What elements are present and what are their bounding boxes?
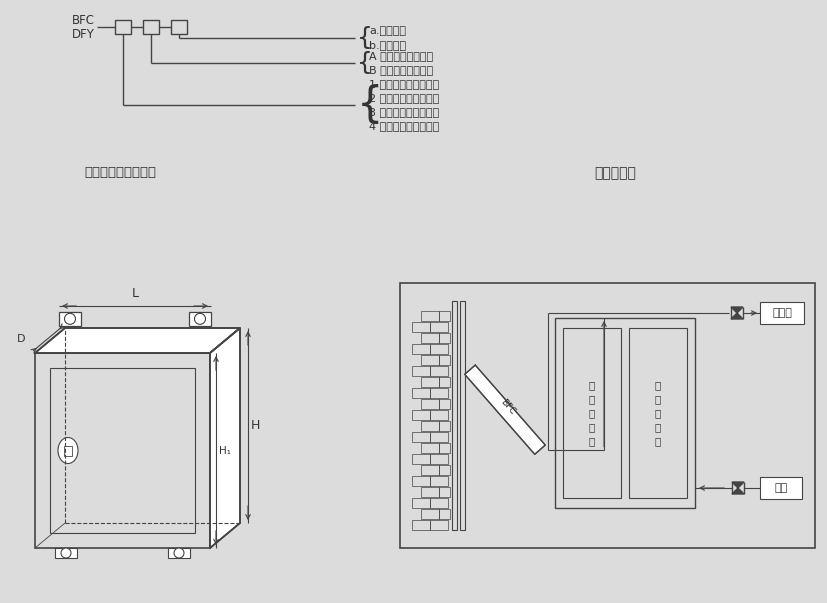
Bar [421,508,439,519]
Bar [412,497,430,508]
Text: a.进口器件: a.进口器件 [369,26,406,36]
Polygon shape [732,488,744,494]
Bar [439,443,450,453]
Bar [563,328,621,498]
Bar [143,20,159,34]
Bar [439,376,450,387]
Text: B 箱体为冷轧板材质: B 箱体为冷轧板材质 [369,65,433,75]
Text: A 箱体为不锈钢材质: A 箱体为不锈钢材质 [369,51,433,61]
Bar [59,312,81,326]
Text: L: L [131,287,138,300]
Bar [439,487,450,497]
Bar [555,318,695,508]
Bar [421,487,439,497]
Bar [760,477,802,499]
Text: 4 供四个测压点吹气用: 4 供四个测压点吹气用 [369,121,439,131]
Bar [421,464,439,475]
Text: BFC: BFC [72,14,95,28]
Bar [430,344,448,354]
Bar [460,301,465,530]
Polygon shape [731,313,743,319]
Ellipse shape [58,438,78,464]
Text: 3 供三个测压点吹气用: 3 供三个测压点吹气用 [369,107,439,117]
Circle shape [61,548,71,558]
Text: 1 供一个测压点吹气用: 1 供一个测压点吹气用 [369,79,439,89]
Bar [115,20,131,34]
Text: D: D [17,333,25,344]
Text: {: { [357,51,373,75]
Bar [412,453,430,464]
Bar [439,355,450,365]
Bar [439,420,450,431]
Circle shape [174,548,184,558]
Polygon shape [732,482,744,488]
Text: H₁: H₁ [219,446,231,455]
Bar [439,464,450,475]
Bar [452,301,457,530]
Bar [412,432,430,442]
Bar [35,353,210,548]
Text: 结构示意图: 结构示意图 [594,166,636,180]
Text: 变送器: 变送器 [772,308,792,318]
Bar [430,520,448,530]
Text: b.国产器件: b.国产器件 [369,40,406,50]
Polygon shape [731,307,743,313]
Bar [629,328,687,498]
Polygon shape [465,365,545,454]
Bar [430,388,448,398]
Bar [400,283,815,548]
Bar [421,311,439,321]
Bar [64,446,72,455]
Bar [430,365,448,376]
Bar [412,409,430,420]
Text: DFY: DFY [72,28,95,40]
Text: H: H [251,419,261,432]
Text: {: { [357,84,384,126]
Bar [430,321,448,332]
Bar [189,312,211,326]
Text: 流
量
控
制
器: 流 量 控 制 器 [589,380,595,446]
Bar [168,548,190,558]
Text: 气源: 气源 [774,483,787,493]
Bar [430,476,448,486]
Polygon shape [210,328,240,548]
Bar [412,344,430,354]
Text: 恒气流控制箱外形图: 恒气流控制箱外形图 [84,166,156,180]
Bar [439,508,450,519]
Bar [421,376,439,387]
Bar [439,311,450,321]
Text: 2 供二个测压点吹气用: 2 供二个测压点吹气用 [369,93,439,103]
Bar [430,453,448,464]
Bar [439,332,450,343]
Text: {: { [357,26,373,50]
Circle shape [194,314,205,324]
Bar [421,443,439,453]
Bar [171,20,187,34]
Bar [430,409,448,420]
Bar [55,548,77,558]
Bar [421,355,439,365]
Bar [412,365,430,376]
Bar [430,497,448,508]
Text: BFC: BFC [499,397,517,416]
Text: 过
滤
调
压
器: 过 滤 调 压 器 [655,380,661,446]
Bar [430,432,448,442]
Bar [412,388,430,398]
Bar [50,368,195,533]
Circle shape [65,314,75,324]
Bar [412,476,430,486]
Bar [421,399,439,409]
Polygon shape [35,328,240,353]
Bar [412,321,430,332]
Bar [760,302,804,324]
Bar [421,332,439,343]
Bar [421,420,439,431]
Bar [412,520,430,530]
Bar [439,399,450,409]
